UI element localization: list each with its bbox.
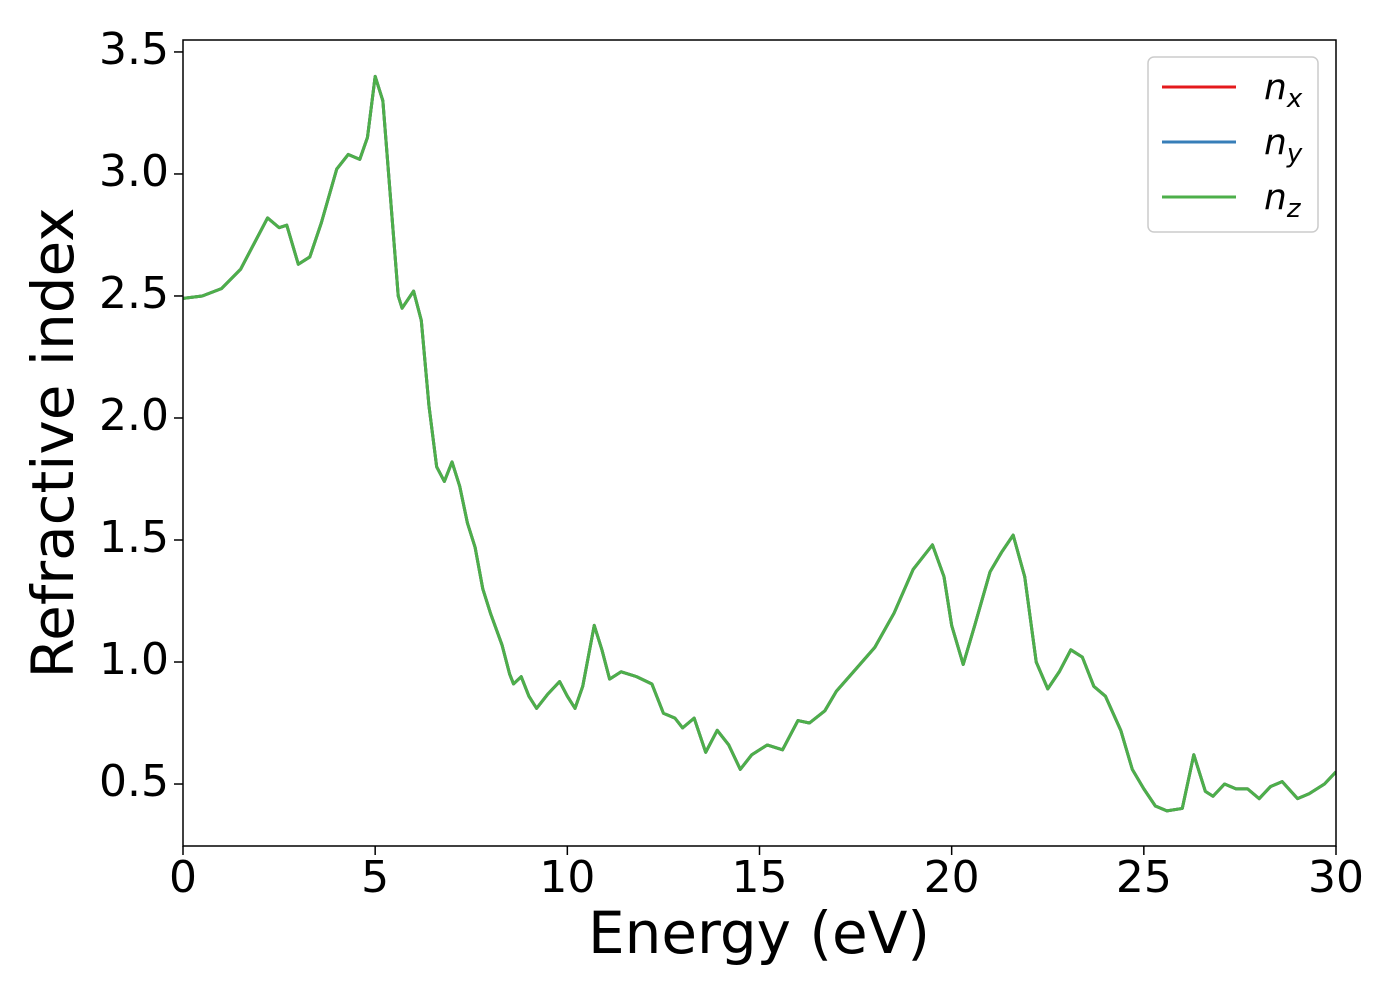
x-tick-label: 15 — [732, 852, 788, 903]
y-tick-label: 3.5 — [99, 24, 169, 75]
x-tick-label: 5 — [361, 852, 389, 903]
y-tick-label: 0.5 — [99, 756, 169, 807]
y-tick-label: 2.5 — [99, 268, 169, 319]
x-tick-label: 20 — [924, 852, 980, 903]
x-tick-label: 10 — [539, 852, 595, 903]
y-tick-label: 2.0 — [99, 390, 169, 441]
y-tick-label: 1.5 — [99, 512, 169, 563]
y-axis-label: Refractive index — [19, 207, 87, 678]
x-tick-label: 30 — [1308, 852, 1364, 903]
legend-label: nx — [1264, 67, 1303, 114]
legend-label: ny — [1264, 122, 1303, 169]
x-axis-label: Energy (eV) — [588, 899, 930, 967]
legend-label: nz — [1264, 177, 1302, 224]
y-tick-label: 1.0 — [99, 634, 169, 685]
plot-frame — [182, 39, 1337, 847]
y-tick-label: 3.0 — [99, 146, 169, 197]
data-line — [183, 74, 1336, 813]
legend-box — [1147, 56, 1319, 233]
x-tick-label: 25 — [1116, 852, 1172, 903]
x-tick-label: 0 — [169, 852, 197, 903]
